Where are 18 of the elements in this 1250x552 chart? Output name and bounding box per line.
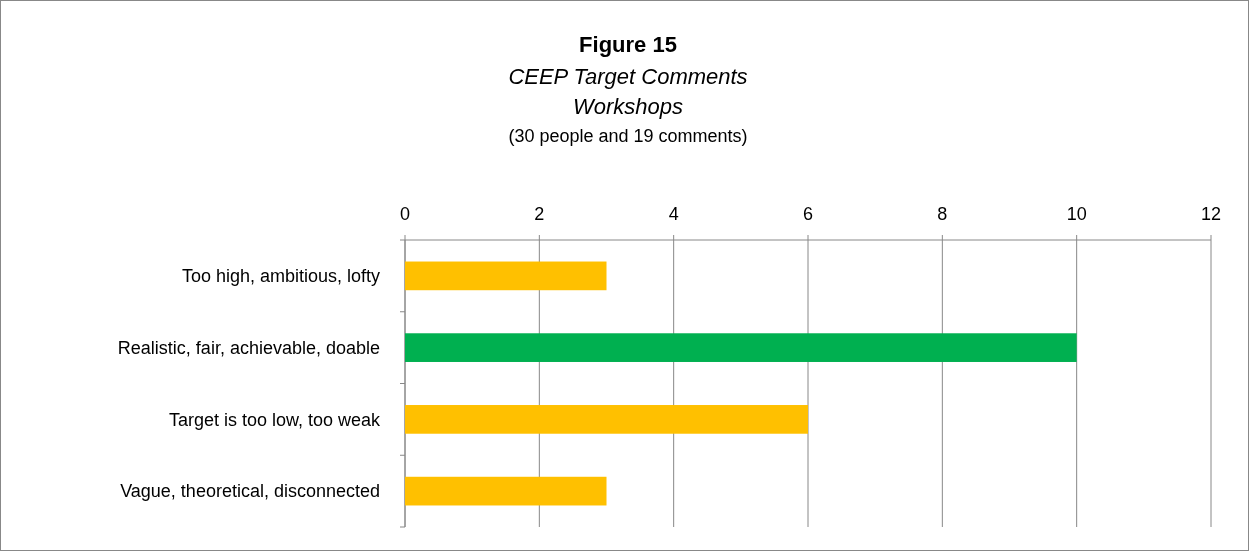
chart-subtitle: CEEP Target Comments Workshops <box>508 64 748 119</box>
x-tick-label: 6 <box>802 204 814 224</box>
x-tick-label: 10 <box>1066 204 1087 224</box>
bar <box>405 333 1077 362</box>
y-tick-label: Too high, ambitious, lofty <box>181 266 380 287</box>
y-tick-label: Realistic, fair, achievable, doable <box>117 337 380 358</box>
x-tick-label: 8 <box>937 204 948 224</box>
bar <box>405 261 607 291</box>
x-tick-label: 0 <box>399 204 411 224</box>
x-tick-label: 2 <box>534 204 545 224</box>
y-tick-label: Vague, theoretical, disconnected <box>120 481 380 502</box>
bar <box>405 476 607 506</box>
x-tick-label: 4 <box>668 204 679 224</box>
x-tick-label: 12 <box>1200 204 1222 224</box>
text: (30 people and 19 comments) <box>508 126 748 146</box>
chart-title: Figure 15 <box>579 32 677 57</box>
bar <box>405 405 808 434</box>
y-tick-label: Target is too low, too weak <box>168 409 381 430</box>
